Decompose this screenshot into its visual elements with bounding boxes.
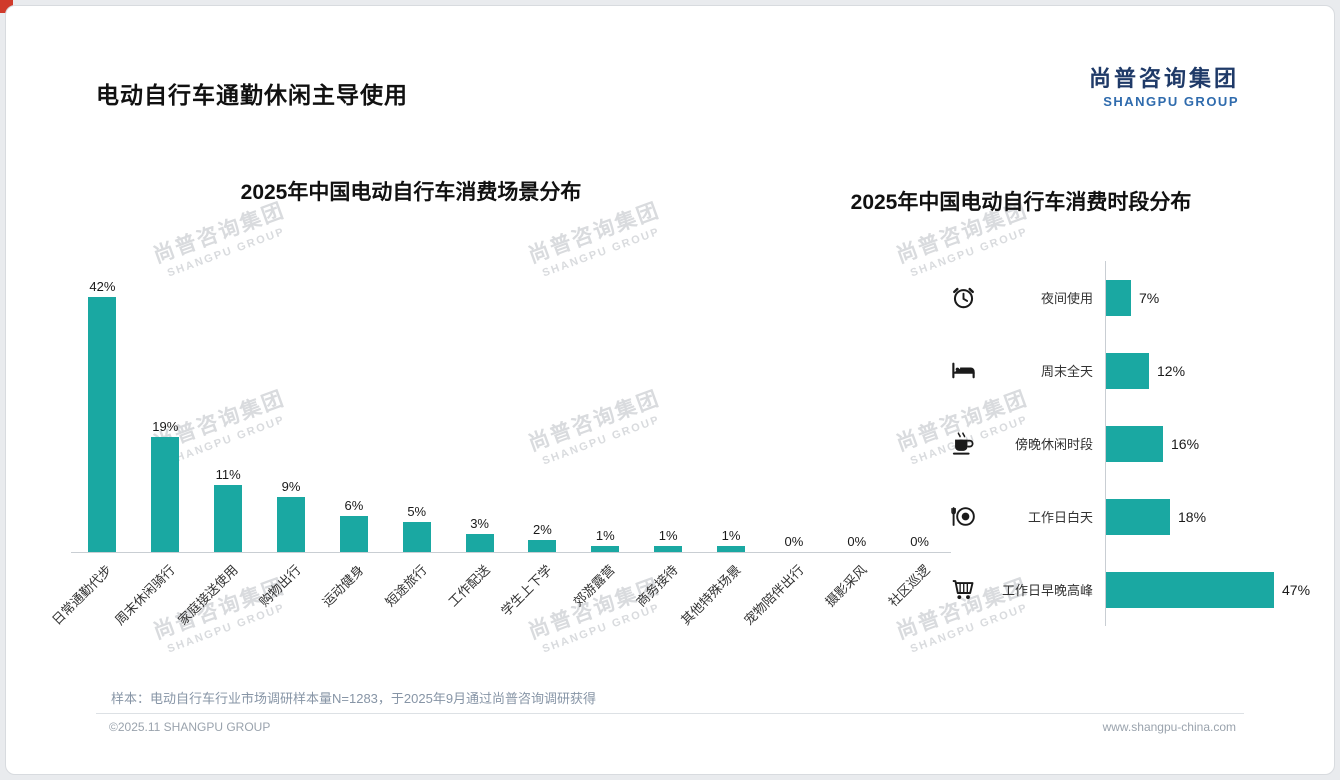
- bar-value-label: 19%: [152, 419, 179, 434]
- slide-card: 尚普咨询集团 SHANGPU GROUP 尚普咨询集团 SHANGPU GROUP 尚普…: [5, 5, 1335, 775]
- time-bar-row: 工作日早晚高峰 47%: [771, 553, 1334, 626]
- scene-bar: [339, 516, 368, 552]
- bar-value-label: 42%: [89, 279, 116, 294]
- scene-bar: [88, 297, 117, 552]
- x-axis-category-label: 郊游露营: [570, 562, 619, 610]
- bar-value-label: 0%: [784, 534, 804, 549]
- time-bar-row: 傍晚休闲时段 16%: [771, 407, 1334, 480]
- scene-bar-group: 11% 家庭接送使用: [175, 273, 260, 628]
- time-bar-area: 16%: [1105, 407, 1334, 480]
- company-logo: 尚普咨询集团 SHANGPU GROUP: [1089, 61, 1239, 109]
- x-axis-category-label: 购物出行: [256, 562, 304, 610]
- bar-value-label: 9%: [281, 479, 301, 494]
- scene-bar: [151, 437, 180, 552]
- x-axis-category-label: 其他特殊场景: [677, 562, 744, 628]
- x-axis-category-label: 日常通勤代步: [49, 562, 116, 628]
- time-chart-title: 2025年中国电动自行车消费时段分布: [850, 191, 1192, 214]
- time-bar: [1106, 571, 1274, 608]
- time-bar-row: 工作日白天 18%: [771, 480, 1334, 553]
- logo-english-name: SHANGPU GROUP: [1103, 94, 1239, 109]
- bar-value-label: 7%: [1139, 289, 1160, 306]
- x-axis-category-label: 运动健身: [319, 562, 367, 610]
- scene-bar-group: 0% 社区巡逻: [885, 273, 951, 610]
- time-category-label: 傍晚休闲时段: [1014, 437, 1093, 452]
- bar-value-label: 5%: [407, 504, 427, 519]
- bar-value-label: 0%: [910, 534, 929, 549]
- website-link[interactable]: www.shangpu-china.com: [1102, 720, 1236, 734]
- scene-bar-group: 42% 日常通勤代步: [49, 273, 134, 628]
- x-axis-category-label: 工作配送: [444, 562, 493, 610]
- logo-chinese-name: 尚普咨询集团: [1088, 66, 1239, 91]
- scene-bar: [214, 485, 243, 552]
- scene-bar-group: 5% 短途旅行: [382, 273, 448, 610]
- watermark: 尚普咨询集团 SHANGPU GROUP: [149, 194, 293, 282]
- bar-value-label: 3%: [470, 516, 489, 531]
- bed-icon: [941, 357, 985, 384]
- time-category-label: 工作日早晚高峰: [1001, 583, 1093, 598]
- time-category-label: 工作日白天: [1027, 510, 1093, 525]
- page-title: 电动自行车通勤休闲主导使用: [96, 82, 408, 108]
- scene-bar: [654, 546, 683, 552]
- x-axis-category-label: 短途旅行: [382, 562, 430, 610]
- scene-bar: [402, 522, 431, 552]
- scene-bar-group: 1% 商务接待: [634, 273, 700, 610]
- scene-bar-group: 0% 摄影采风: [822, 273, 888, 610]
- time-bar: [1106, 352, 1149, 389]
- scene-bar: [465, 534, 494, 552]
- time-bar: [1106, 498, 1170, 535]
- watermark-line2: SHANGPU GROUP: [540, 601, 662, 656]
- alarm-clock-icon: [941, 284, 985, 311]
- scene-bar-group: 9% 购物出行: [256, 273, 323, 610]
- x-axis-category-label: 商务接待: [633, 562, 681, 610]
- scene-bar-group: 19% 周末休闲骑行: [112, 273, 197, 628]
- bar-value-label: 18%: [1178, 508, 1207, 525]
- copyright-text: ©2025.11 SHANGPU GROUP: [109, 720, 271, 734]
- footer-divider: [96, 713, 1244, 714]
- scene-chart-plot: 42% 日常通勤代步 19% 周末休闲骑行 11% 家庭接送使用 9% 购物出行 6% 运动健身 5…: [49, 273, 951, 628]
- sample-note: 样本：电动自行车行业市场调研样本量N=1283，于2025年9月通过尚普咨询调研…: [111, 691, 597, 706]
- bar-value-label: 1%: [658, 528, 678, 543]
- x-axis-category-label: 周末休闲骑行: [112, 562, 179, 628]
- time-bar-area: 47%: [1105, 553, 1334, 626]
- time-category-label: 周末全天: [1040, 364, 1093, 379]
- time-bar-row: 周末全天 12%: [771, 334, 1334, 407]
- time-bar: [1106, 425, 1163, 462]
- bar-value-label: 12%: [1157, 362, 1186, 379]
- watermark: 尚普咨询集团 SHANGPU GROUP: [524, 194, 668, 282]
- dining-icon: [941, 503, 985, 530]
- time-chart-plot: 夜间使用 7% 周末全天 12% 傍晚休闲时段 16% 工作日白天 18% 工作日早晚高峰 47%: [771, 261, 1334, 626]
- time-bar-area: 12%: [1105, 334, 1334, 407]
- scene-bar-group: 3% 工作配送: [445, 273, 511, 610]
- scene-bar-group: 1% 郊游露营: [571, 273, 637, 610]
- scene-chart-title: 2025年中国电动自行车消费场景分布: [240, 181, 582, 204]
- bar-value-label: 0%: [847, 534, 867, 549]
- x-axis-category-label: 学生上下学: [498, 562, 556, 619]
- bar-value-label: 1%: [595, 528, 615, 543]
- time-bar: [1106, 279, 1131, 316]
- coffee-icon: [941, 430, 985, 457]
- bar-value-label: 47%: [1282, 581, 1311, 598]
- bar-value-label: 1%: [721, 528, 741, 543]
- bar-value-label: 6%: [344, 498, 364, 513]
- x-axis-category-label: 家庭接送使用: [175, 562, 241, 628]
- time-bar-row: 夜间使用 7%: [771, 261, 1334, 334]
- bar-value-label: 11%: [215, 467, 241, 482]
- scene-bar: [528, 540, 557, 552]
- scene-bar-group: 2% 学生上下学: [499, 273, 574, 619]
- scene-bar-group: 6% 运动健身: [319, 273, 385, 610]
- scene-bar-group: 1% 其他特殊场景: [678, 273, 763, 628]
- scene-bar: [277, 497, 305, 552]
- shopping-cart-icon: [941, 576, 985, 603]
- bar-value-label: 16%: [1171, 435, 1200, 452]
- scene-bar: [717, 546, 746, 552]
- time-bar-area: 7%: [1105, 261, 1334, 334]
- time-category-label: 夜间使用: [1040, 291, 1093, 306]
- time-bar-area: 18%: [1105, 480, 1334, 553]
- scene-bar-group: 0% 宠物陪伴出行: [741, 273, 825, 628]
- scene-bar: [591, 546, 620, 552]
- bar-value-label: 2%: [533, 522, 552, 537]
